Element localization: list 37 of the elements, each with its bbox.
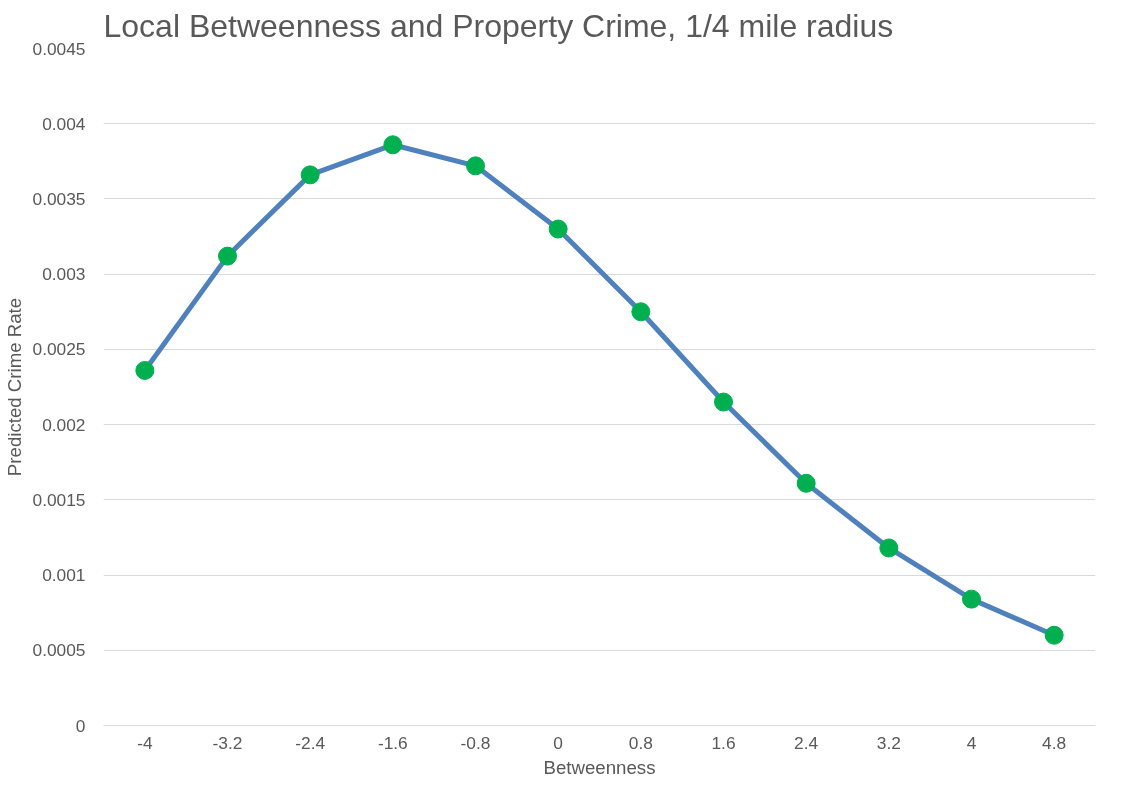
y-tick-label: 0.004	[42, 113, 86, 134]
x-tick-label: -1.6	[377, 732, 408, 753]
y-tick-label: 0.001	[42, 565, 86, 586]
x-tick-label: 2.4	[794, 732, 819, 753]
y-tick-label: 0.002	[42, 414, 86, 435]
point	[1044, 625, 1064, 645]
point	[796, 473, 816, 493]
x-tick-label: -0.8	[460, 732, 491, 753]
point	[300, 165, 320, 185]
x-tick-label: 4	[966, 732, 977, 753]
y-tick-label: 0.0045	[32, 38, 86, 59]
x-tick-label: -4	[137, 732, 153, 753]
x-tick-label: -2.4	[295, 732, 326, 753]
y-tick-label: 0.003	[42, 264, 86, 285]
point	[714, 392, 733, 412]
point	[962, 589, 981, 609]
y-tick-label: 0.0035	[32, 188, 86, 209]
x-tick-label: 1.6	[711, 732, 736, 753]
x-tick-label: -3.2	[212, 732, 243, 753]
y-tick-label: 0.0005	[32, 640, 86, 661]
y-tick-label: 0.0015	[32, 489, 86, 510]
point	[466, 156, 485, 176]
x-tick-label: 0.8	[628, 732, 653, 753]
point	[548, 219, 568, 239]
y-axis-title: Predicted Crime Rate	[3, 297, 25, 477]
y-tick-label: 0	[75, 715, 86, 736]
x-tick-label: 3.2	[876, 732, 901, 753]
point	[135, 360, 155, 380]
y-tick-label: 0.0025	[32, 339, 86, 360]
point	[879, 538, 899, 558]
x-axis-title: Betweenness	[543, 756, 656, 778]
x-tick-label: 4.8	[1042, 732, 1067, 753]
point	[383, 135, 403, 155]
chart-title: Local Betweenness and Property Crime, 1/4 mile radius	[103, 7, 894, 44]
point	[218, 246, 237, 266]
point	[631, 302, 651, 322]
x-tick-label: 0	[553, 732, 563, 753]
